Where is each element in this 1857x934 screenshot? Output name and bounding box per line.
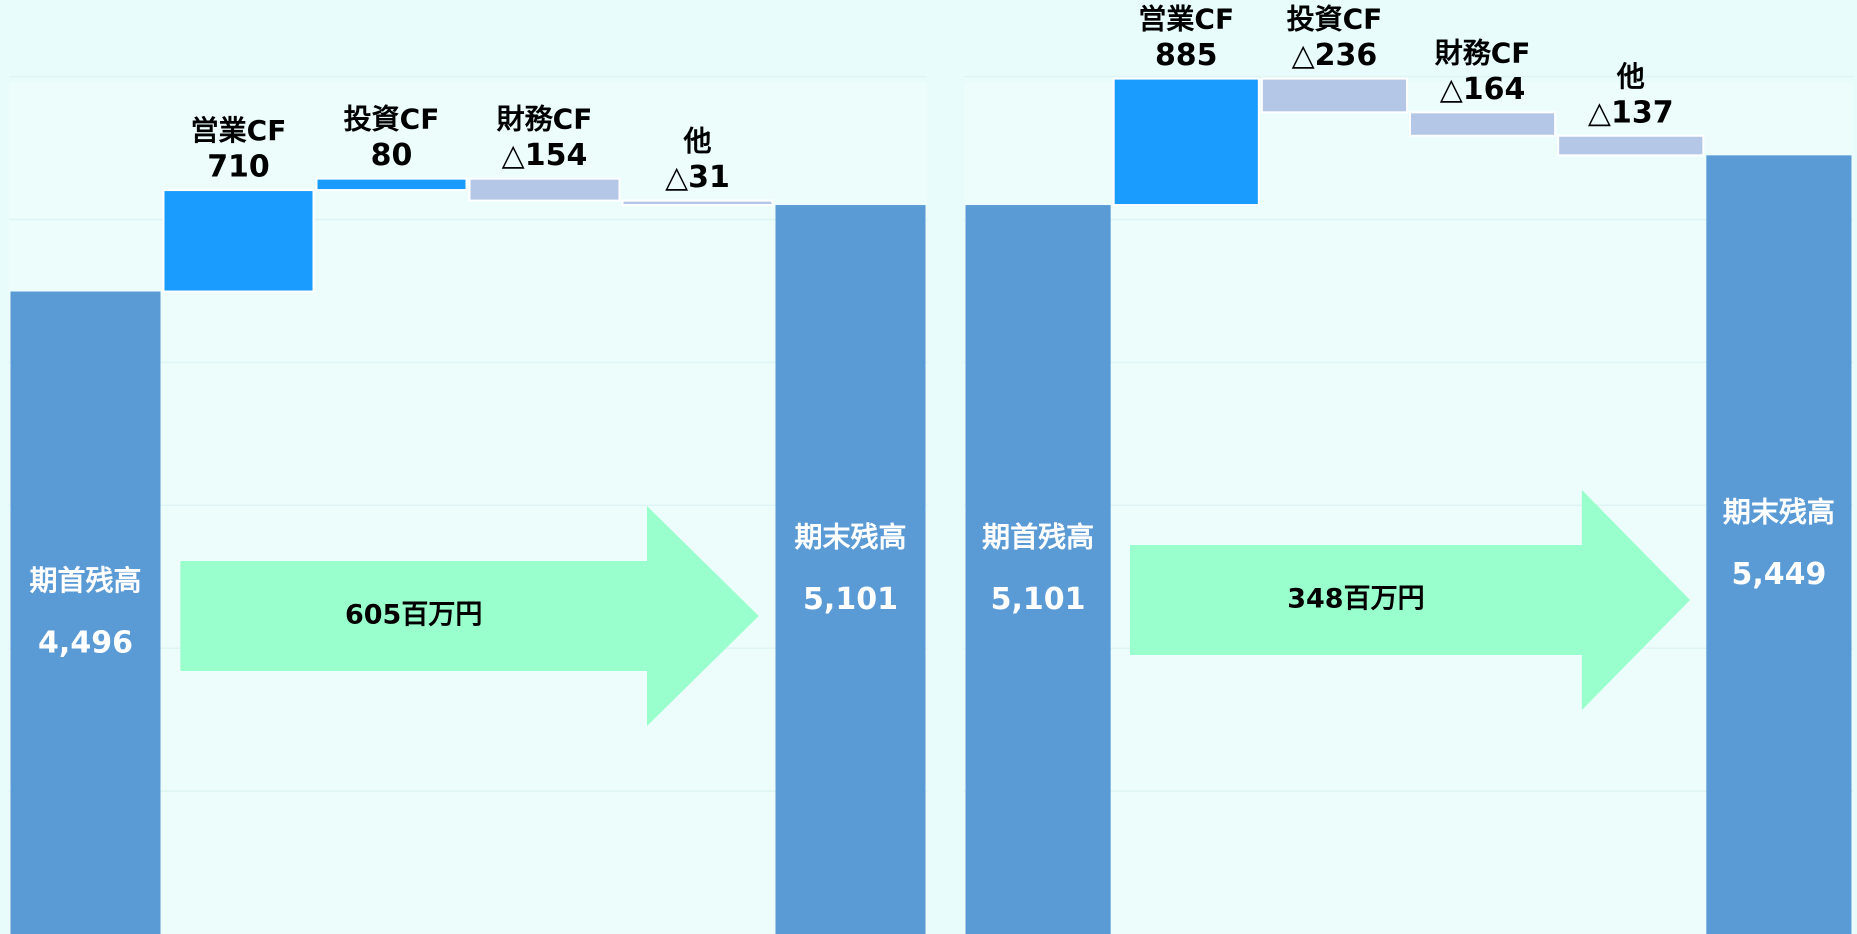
arrow [180, 506, 759, 726]
value-label: △137 [1588, 95, 1674, 130]
bar [1260, 77, 1409, 114]
bar [1557, 134, 1705, 157]
annotation: 605百万円 [345, 600, 482, 631]
value-label: △236 [1292, 38, 1378, 73]
bar-name: 期首残高 [982, 521, 1094, 554]
bar-name: 期首残高 [29, 564, 141, 597]
plot-area [9, 82, 927, 934]
value-label: 5,449 [1731, 557, 1826, 592]
bar-name: 期末残高 [794, 521, 906, 554]
plot-area [964, 82, 1853, 934]
arrow [1129, 490, 1691, 710]
bar [1409, 111, 1557, 137]
bar-name: 他 [682, 125, 711, 158]
bar [1112, 77, 1260, 207]
bar-name: 投資CF [344, 103, 440, 136]
value-label: △164 [1440, 72, 1526, 107]
bar-name: 他 [1616, 60, 1645, 93]
bar-name: 投資CF [1287, 3, 1383, 36]
bar-name: 営業CF [191, 114, 287, 147]
value-label: 710 [207, 150, 270, 185]
value-label: △31 [665, 160, 730, 195]
annotation: 348百万円 [1287, 584, 1424, 615]
bar-name: 財務CF [497, 103, 593, 136]
value-label: 5,101 [991, 582, 1086, 617]
bar [621, 199, 774, 207]
value-label: 5,101 [803, 582, 898, 617]
bar [775, 205, 926, 934]
bar [10, 291, 161, 934]
bar [1706, 155, 1852, 934]
bar [315, 177, 468, 192]
bar [162, 189, 315, 293]
bar [965, 205, 1111, 934]
bar-name: 営業CF [1138, 3, 1234, 36]
value-label: △154 [502, 138, 588, 173]
bar-name: 期末残高 [1723, 496, 1835, 529]
value-label: 885 [1155, 38, 1218, 73]
value-label: 4,496 [38, 625, 133, 660]
bar [468, 177, 621, 202]
bar-name: 財務CF [1435, 36, 1531, 69]
value-label: 80 [371, 138, 413, 173]
